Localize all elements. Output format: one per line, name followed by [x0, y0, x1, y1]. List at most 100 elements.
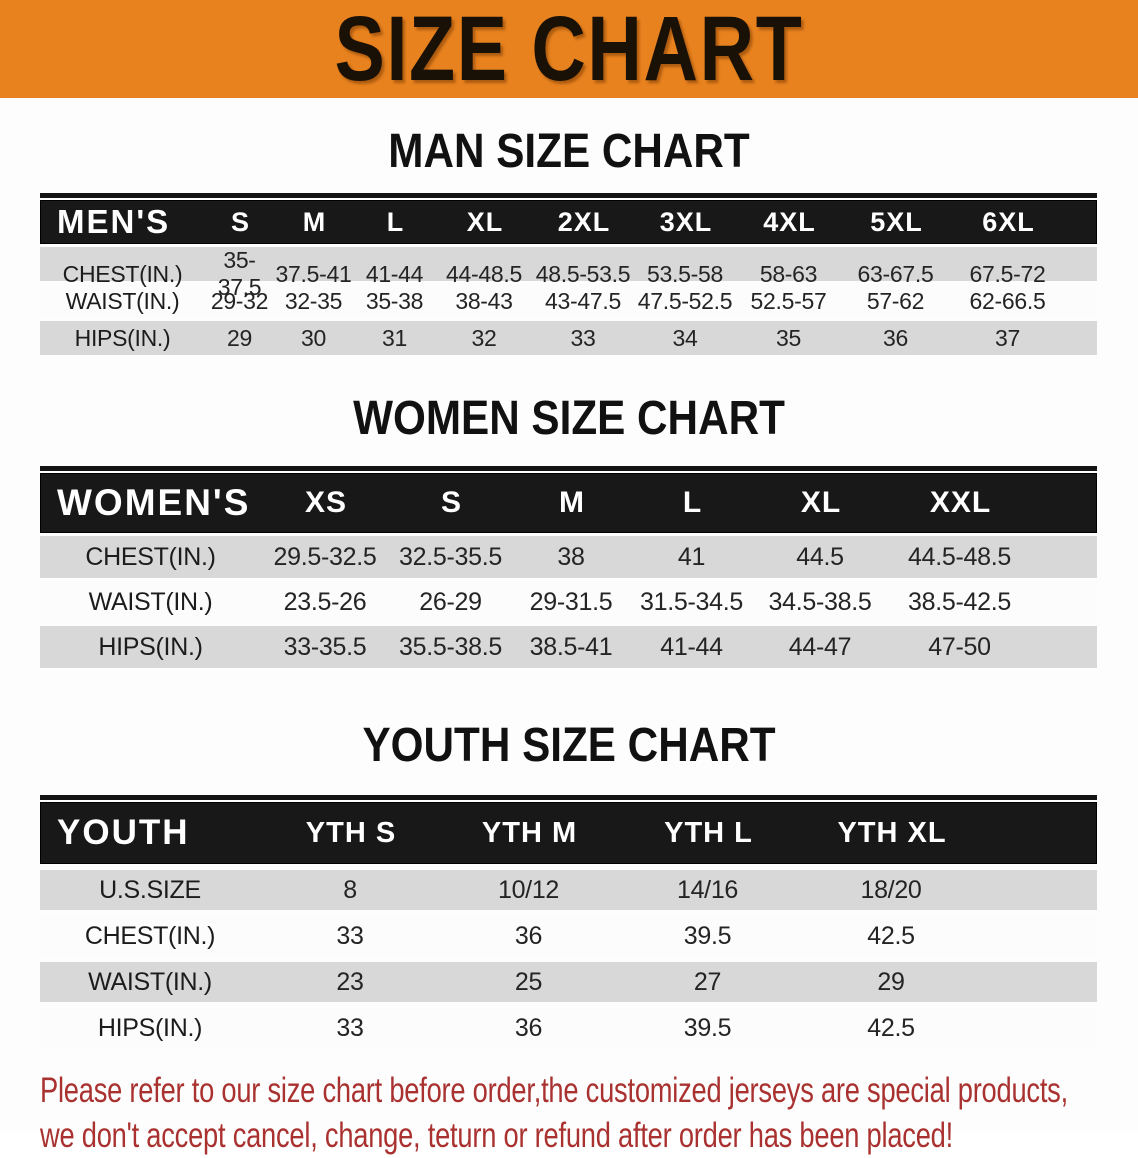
column-header: YTH L — [664, 816, 753, 849]
size-cell: 58-63 — [759, 260, 818, 287]
size-cell: 29 — [877, 967, 905, 996]
row-label: WAIST(IN.) — [88, 587, 213, 616]
size-cell: 18/20 — [860, 875, 922, 904]
women-section-heading: WOMEN SIZE CHART — [353, 392, 785, 445]
size-cell: 57-62 — [866, 287, 925, 314]
banner: SIZE CHART — [0, 0, 1138, 100]
size-cell: 23.5-26 — [283, 587, 367, 616]
column-header: L — [386, 206, 405, 237]
women-table-label: WOMEN'S — [57, 482, 251, 523]
row-label: WAIST(IN.) — [88, 967, 212, 996]
row-label: U.S.SIZE — [99, 875, 201, 904]
size-cell: 48.5-53.5 — [535, 260, 631, 287]
youth-section-heading: YOUTH SIZE CHART — [362, 719, 776, 772]
size-cell: 34.5-38.5 — [768, 587, 872, 616]
column-header: YTH S — [305, 816, 397, 849]
footer-line: we don't accept cancel, change, teturn o… — [40, 1116, 953, 1155]
size-cell: 32.5-35.5 — [399, 542, 502, 571]
size-cell: 44.5 — [796, 542, 844, 571]
size-cell: 39.5 — [683, 1013, 732, 1042]
size-cell: 29-32 — [210, 287, 269, 314]
size-cell: 38.5-42.5 — [908, 587, 1011, 616]
size-cell: 32 — [471, 324, 497, 351]
column-header: 5XL — [870, 206, 923, 237]
table-row: HIPS(IN.) 33-35.5 35.5-38.5 38.5-41 41-4… — [40, 626, 1097, 668]
size-cell: 41-44 — [365, 260, 424, 287]
size-cell: 33-35.5 — [283, 632, 367, 661]
column-header: XXL — [929, 486, 992, 519]
table-row: WAIST(IN.) 23.5-26 26-29 29-31.5 31.5-34… — [40, 581, 1097, 623]
size-cell: 23 — [336, 967, 364, 996]
size-cell: 30 — [301, 324, 326, 351]
size-cell: 67.5-72 — [969, 260, 1046, 287]
table-row: HIPS(IN.) 29 30 31 32 33 34 35 36 37 — [40, 321, 1097, 355]
table-row: CHEST(IN.) 33 36 39.5 42.5 — [40, 916, 1097, 956]
row-label: HIPS(IN.) — [98, 632, 203, 661]
size-cell: 42.5 — [867, 1013, 915, 1042]
table-row: CHEST(IN.) 29.5-32.5 32.5-35.5 38 41 44.… — [40, 536, 1097, 578]
size-cell: 36 — [514, 1013, 543, 1042]
size-cell: 27 — [693, 967, 722, 996]
size-cell: 34 — [672, 324, 698, 351]
size-cell: 32-35 — [284, 287, 343, 314]
row-label: HIPS(IN.) — [74, 324, 171, 351]
footer-line: Please refer to our size chart before or… — [40, 1071, 1068, 1110]
size-cell: 37.5-41 — [275, 260, 352, 287]
column-header: YTH M — [481, 816, 578, 849]
column-header: 6XL — [982, 206, 1035, 237]
footer-note: Please refer to our size chart before or… — [40, 1068, 1068, 1158]
size-cell: 31.5-34.5 — [640, 587, 743, 616]
row-label: CHEST(IN.) — [85, 542, 216, 571]
size-cell: 41-44 — [660, 632, 723, 661]
row-label: CHEST(IN.) — [62, 260, 183, 287]
table-row: U.S.SIZE 8 10/12 14/16 18/20 — [40, 870, 1097, 910]
size-cell: 44-48.5 — [446, 260, 522, 287]
youth-table-header-row: YOUTH YTH S YTH M YTH L YTH XL — [40, 802, 1097, 864]
size-cell: 47.5-52.5 — [637, 287, 733, 314]
men-table-header-row: MEN'S S M L XL 2XL 3XL 4XL 5XL 6XL — [40, 200, 1097, 244]
size-cell: 43-47.5 — [545, 287, 621, 314]
row-label: CHEST(IN.) — [84, 921, 216, 950]
size-cell: 35 — [776, 324, 801, 351]
column-header: L — [682, 486, 703, 519]
table-row: HIPS(IN.) 33 36 39.5 42.5 — [40, 1008, 1097, 1048]
row-label: HIPS(IN.) — [97, 1013, 203, 1042]
column-header: XS — [304, 486, 348, 519]
row-label: WAIST(IN.) — [65, 287, 180, 314]
size-cell: 35-38 — [365, 287, 424, 314]
men-section-heading: MAN SIZE CHART — [388, 125, 750, 178]
size-cell: 35-37.5 — [217, 247, 262, 300]
size-cell: 25 — [514, 967, 543, 996]
size-cell: 33 — [570, 324, 596, 351]
table-row: CHEST(IN.) 35-37.5 37.5-41 41-44 44-48.5… — [40, 247, 1097, 300]
size-cell: 35.5-38.5 — [399, 632, 502, 661]
size-cell: 29 — [227, 324, 252, 351]
women-size-table: WOMEN'S XS S M L XL XXL CHEST(IN.) 29.5-… — [40, 466, 1097, 668]
column-header: 3XL — [659, 206, 713, 237]
size-cell: 33 — [336, 921, 364, 950]
table-row: WAIST(IN.) 23 25 27 29 — [40, 962, 1097, 1002]
size-cell: 52.5-57 — [750, 287, 827, 314]
size-cell: 47-50 — [928, 632, 991, 661]
column-header: 2XL — [557, 206, 611, 237]
size-cell: 38 — [557, 542, 585, 571]
column-header: M — [559, 486, 585, 519]
size-cell: 41 — [677, 542, 706, 571]
size-cell: 33 — [336, 1013, 364, 1042]
youth-size-table: YOUTH YTH S YTH M YTH L YTH XL U.S.SIZE … — [40, 795, 1097, 1048]
column-header: S — [440, 486, 462, 519]
size-cell: 31 — [382, 324, 407, 351]
size-cell: 42.5 — [867, 921, 915, 950]
size-cell: 29.5-32.5 — [273, 542, 377, 571]
size-cell: 29-31.5 — [529, 587, 613, 616]
men-table-label: MEN'S — [57, 203, 171, 240]
column-header: XL — [800, 486, 842, 519]
size-cell: 26-29 — [419, 587, 482, 616]
banner-title: SIZE CHART — [334, 0, 804, 100]
size-cell: 39.5 — [683, 921, 732, 950]
column-header: M — [302, 206, 327, 237]
size-cell: 38-43 — [455, 287, 513, 314]
size-cell: 44-47 — [788, 632, 852, 661]
table-row: WAIST(IN.) 29-32 32-35 35-38 38-43 43-47… — [40, 284, 1097, 318]
